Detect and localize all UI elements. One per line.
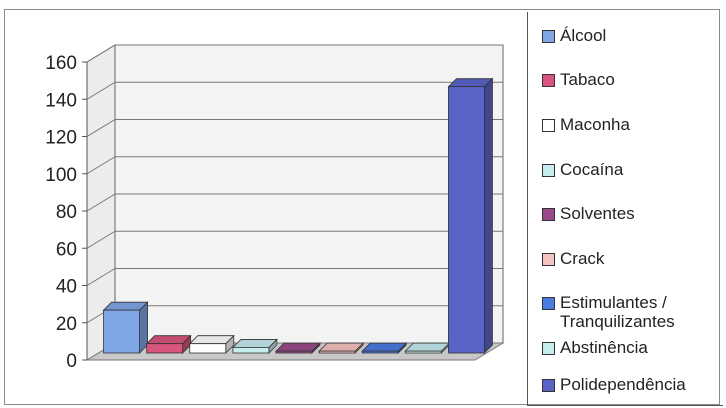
legend-swatch <box>542 30 555 43</box>
y-tick-label: 20 <box>56 314 77 335</box>
gridline-side <box>86 156 116 175</box>
bar-top <box>404 342 451 352</box>
y-tick-label: 160 <box>45 53 77 74</box>
legend-label: Estimulantes / Tranquilizantes <box>560 293 675 331</box>
legend-label: Abstinência <box>560 338 648 357</box>
legend: Álcool Tabaco Maconha Cocaína Solventes Crack… <box>527 12 723 406</box>
y-tick-label: 100 <box>45 165 77 186</box>
legend-swatch <box>542 119 555 132</box>
legend-swatch <box>542 253 555 266</box>
bar-top <box>447 78 494 88</box>
bar <box>275 350 313 354</box>
legend-item: Maconha <box>542 115 630 134</box>
gridline-side <box>86 268 116 286</box>
bar <box>318 350 356 354</box>
legend-swatch <box>542 208 555 221</box>
gridline-side <box>86 230 116 249</box>
bar <box>404 350 442 354</box>
legend-label: Maconha <box>560 115 630 134</box>
legend-item: Álcool <box>542 26 606 45</box>
gridline-side <box>86 119 116 137</box>
legend-swatch <box>542 164 555 177</box>
y-tick-label: 60 <box>56 239 77 260</box>
bar <box>146 343 184 354</box>
legend-swatch <box>542 342 555 355</box>
y-tick-label: 40 <box>56 277 77 298</box>
bar-top <box>318 342 365 352</box>
bar <box>189 343 227 354</box>
bar-top <box>188 335 235 345</box>
bar <box>103 309 140 354</box>
y-tick-label: 140 <box>45 90 77 111</box>
legend-label: Cocaína <box>560 160 624 179</box>
bar-top <box>231 339 278 348</box>
gridline-side <box>86 81 116 100</box>
legend-label: Solventes <box>560 204 635 223</box>
legend-item: Crack <box>542 249 604 268</box>
legend-swatch <box>542 379 555 392</box>
y-tick-label: 80 <box>56 202 77 223</box>
legend-label: Álcool <box>560 26 607 45</box>
y-tick-label: 0 <box>66 351 77 372</box>
gridline-side <box>86 193 116 212</box>
bar <box>232 347 270 354</box>
legend-swatch <box>542 297 555 310</box>
legend-item: Tabaco <box>542 70 615 89</box>
legend-swatch <box>542 74 555 87</box>
bar <box>361 350 399 354</box>
bar-top <box>361 342 408 352</box>
legend-item: Solventes <box>542 204 635 223</box>
legend-item: Polidependência <box>542 375 686 394</box>
bar-top <box>102 301 149 311</box>
gridline-side <box>86 44 116 63</box>
bar-side <box>484 77 493 354</box>
bar-top <box>275 342 321 352</box>
bar-top <box>145 335 192 345</box>
bar <box>448 86 485 354</box>
legend-label: Tabaco <box>560 70 615 89</box>
legend-label: Crack <box>560 249 605 268</box>
legend-item: Abstinência <box>542 338 648 357</box>
legend-item: Estimulantes / Tranquilizantes <box>542 293 675 331</box>
legend-item: Cocaína <box>542 160 623 179</box>
y-tick-label: 120 <box>45 128 77 149</box>
legend-label: Polidependência <box>560 375 686 394</box>
